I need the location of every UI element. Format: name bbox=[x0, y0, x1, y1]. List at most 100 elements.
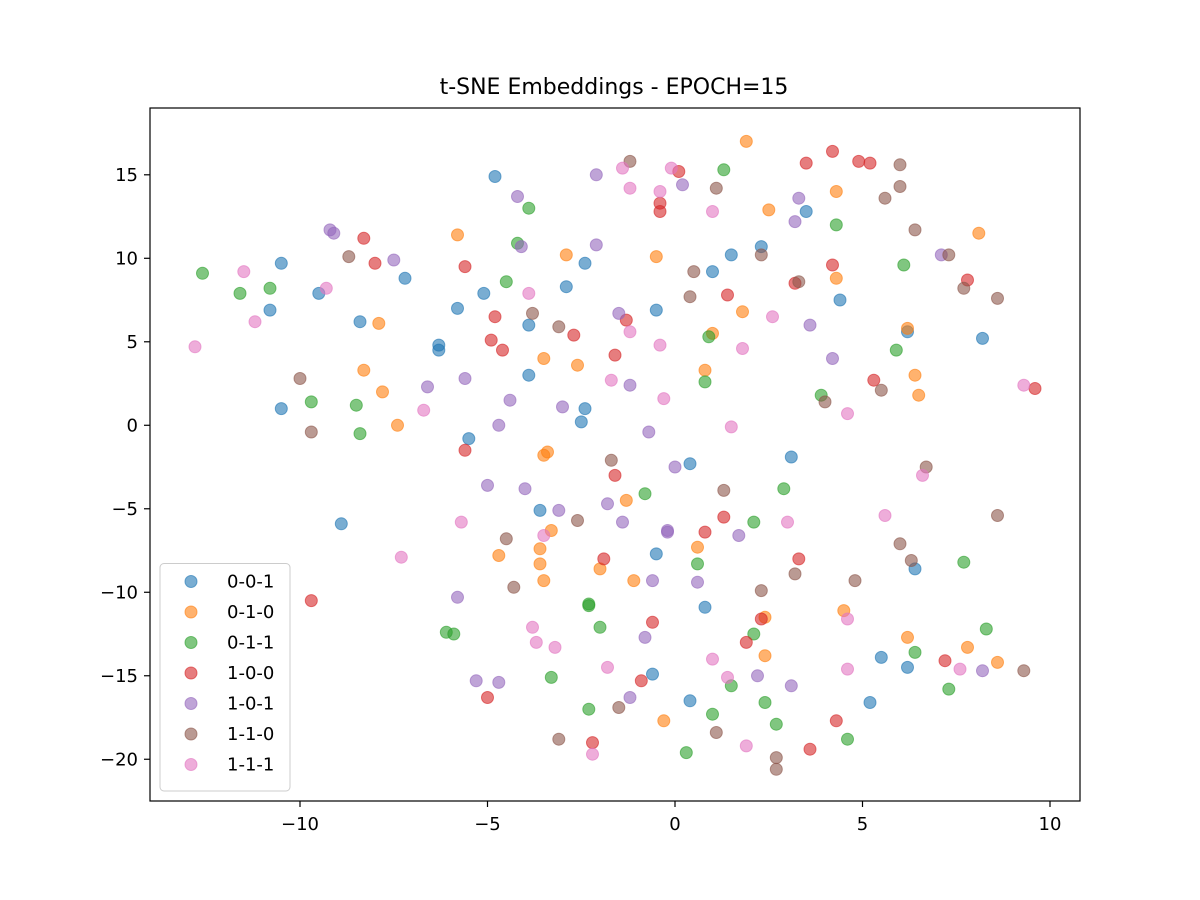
point-1-0-1-12 bbox=[803, 318, 817, 332]
point-0-1-0-27 bbox=[691, 540, 704, 554]
series-1-1-1 bbox=[188, 161, 1031, 761]
point-1-1-0-19 bbox=[304, 425, 318, 439]
point-1-1-1-4 bbox=[706, 205, 719, 218]
point-0-1-0-15 bbox=[698, 363, 712, 377]
point-1-0-1-2 bbox=[511, 190, 524, 203]
point-0-1-1-34 bbox=[758, 696, 772, 709]
point-1-0-1-24 bbox=[601, 497, 614, 511]
point-0-1-1-24 bbox=[447, 627, 461, 641]
point-1-1-1-8 bbox=[522, 286, 536, 300]
point-0-0-1-10 bbox=[522, 318, 536, 332]
point-1-1-1-36 bbox=[586, 747, 599, 761]
point-1-0-0-26 bbox=[792, 552, 806, 566]
point-1-0-1-21 bbox=[668, 460, 682, 474]
point-1-1-0-3 bbox=[709, 181, 723, 195]
legend-marker-1-0-1 bbox=[184, 697, 198, 710]
point-0-0-1-15 bbox=[462, 432, 476, 446]
point-0-1-1-10 bbox=[889, 343, 903, 357]
point-1-1-1-19 bbox=[724, 420, 738, 434]
point-0-0-1-20 bbox=[724, 248, 738, 262]
point-0-1-0-26 bbox=[533, 557, 547, 571]
point-0-1-1-13 bbox=[353, 427, 367, 441]
point-0-1-0-36 bbox=[991, 655, 1004, 669]
point-1-1-0-16 bbox=[293, 372, 307, 385]
y-axis: −20 −15 −10 −5 0 5 10 15 bbox=[100, 165, 150, 770]
point-1-0-1-13 bbox=[826, 352, 839, 365]
point-0-1-1-5 bbox=[263, 281, 277, 295]
point-1-1-1-25 bbox=[394, 550, 408, 564]
point-1-0-0-34 bbox=[481, 691, 494, 704]
point-0-0-1-12 bbox=[559, 280, 573, 294]
point-1-0-1-33 bbox=[638, 630, 652, 644]
point-1-0-1-9 bbox=[387, 253, 401, 267]
point-1-1-0-11 bbox=[683, 290, 697, 304]
point-1-1-1-1 bbox=[664, 161, 678, 175]
point-1-1-0-10 bbox=[792, 275, 806, 289]
point-1-1-1-10 bbox=[623, 325, 637, 339]
point-1-1-0-37 bbox=[769, 762, 783, 776]
point-0-1-0-13 bbox=[537, 352, 551, 365]
point-0-0-1-31 bbox=[698, 600, 712, 614]
point-1-1-0-5 bbox=[908, 223, 922, 237]
point-1-1-1-32 bbox=[841, 662, 854, 676]
point-0-1-0-11 bbox=[901, 321, 914, 335]
point-1-1-1-31 bbox=[706, 652, 719, 666]
y-tick-label: −5 bbox=[111, 499, 138, 520]
point-0-1-0-30 bbox=[627, 574, 641, 588]
point-1-1-0-6 bbox=[342, 250, 356, 264]
point-0-1-0-18 bbox=[912, 388, 926, 402]
point-0-0-1-28 bbox=[533, 503, 547, 517]
point-1-1-1-35 bbox=[739, 739, 753, 753]
point-1-1-1-29 bbox=[548, 640, 562, 654]
series-1-0-1 bbox=[323, 168, 989, 704]
legend-marker-0-0-1 bbox=[184, 575, 198, 588]
point-0-1-1-32 bbox=[582, 702, 596, 716]
point-0-1-1-20 bbox=[957, 555, 971, 569]
point-0-1-0-16 bbox=[908, 368, 922, 382]
point-1-0-1-37 bbox=[784, 679, 798, 693]
point-0-1-0-8 bbox=[372, 316, 386, 330]
point-0-1-1-19 bbox=[691, 557, 704, 571]
point-1-0-1-25 bbox=[552, 503, 566, 517]
point-0-0-1-35 bbox=[874, 650, 888, 664]
point-1-0-1-7 bbox=[589, 238, 603, 252]
point-0-1-0-6 bbox=[829, 271, 843, 285]
point-0-1-1-29 bbox=[544, 670, 558, 684]
point-1-1-0-9 bbox=[687, 265, 701, 279]
point-0-0-1-26 bbox=[784, 450, 798, 464]
point-1-1-1-24 bbox=[537, 529, 551, 542]
point-1-0-0-0 bbox=[826, 144, 839, 158]
point-0-0-1-5 bbox=[353, 315, 367, 329]
point-1-1-1-6 bbox=[319, 281, 333, 295]
point-1-1-0-36 bbox=[769, 751, 783, 765]
point-1-1-1-27 bbox=[526, 620, 539, 634]
point-0-1-1-9 bbox=[702, 330, 716, 344]
point-1-0-1-23 bbox=[518, 482, 532, 496]
point-0-1-0-14 bbox=[571, 358, 584, 372]
point-0-1-0-35 bbox=[961, 640, 974, 654]
point-1-1-1-30 bbox=[601, 660, 614, 674]
y-tick-label: 10 bbox=[115, 248, 138, 269]
point-0-1-1-4 bbox=[196, 266, 209, 280]
point-1-1-0-25 bbox=[571, 514, 584, 527]
point-1-0-0-14 bbox=[488, 310, 502, 324]
point-1-0-1-28 bbox=[661, 525, 674, 539]
point-1-0-0-7 bbox=[357, 231, 371, 245]
point-1-0-1-30 bbox=[646, 574, 659, 588]
y-tick-label: −10 bbox=[100, 582, 138, 603]
point-1-1-0-23 bbox=[991, 509, 1004, 522]
point-0-1-0-37 bbox=[657, 714, 671, 728]
point-0-0-1-23 bbox=[833, 293, 847, 307]
plot-frame bbox=[149, 107, 1081, 802]
point-1-1-1-5 bbox=[237, 265, 251, 279]
point-1-0-0-20 bbox=[867, 373, 881, 387]
point-1-0-0-10 bbox=[826, 258, 839, 272]
point-0-0-1-27 bbox=[683, 457, 697, 471]
point-1-0-1-34 bbox=[751, 669, 764, 683]
x-tick-label: 10 bbox=[1039, 814, 1062, 835]
point-0-1-1-28 bbox=[908, 645, 922, 659]
point-1-1-1-14 bbox=[604, 373, 618, 387]
point-0-1-1-18 bbox=[747, 515, 761, 529]
point-1-0-1-26 bbox=[616, 515, 629, 529]
